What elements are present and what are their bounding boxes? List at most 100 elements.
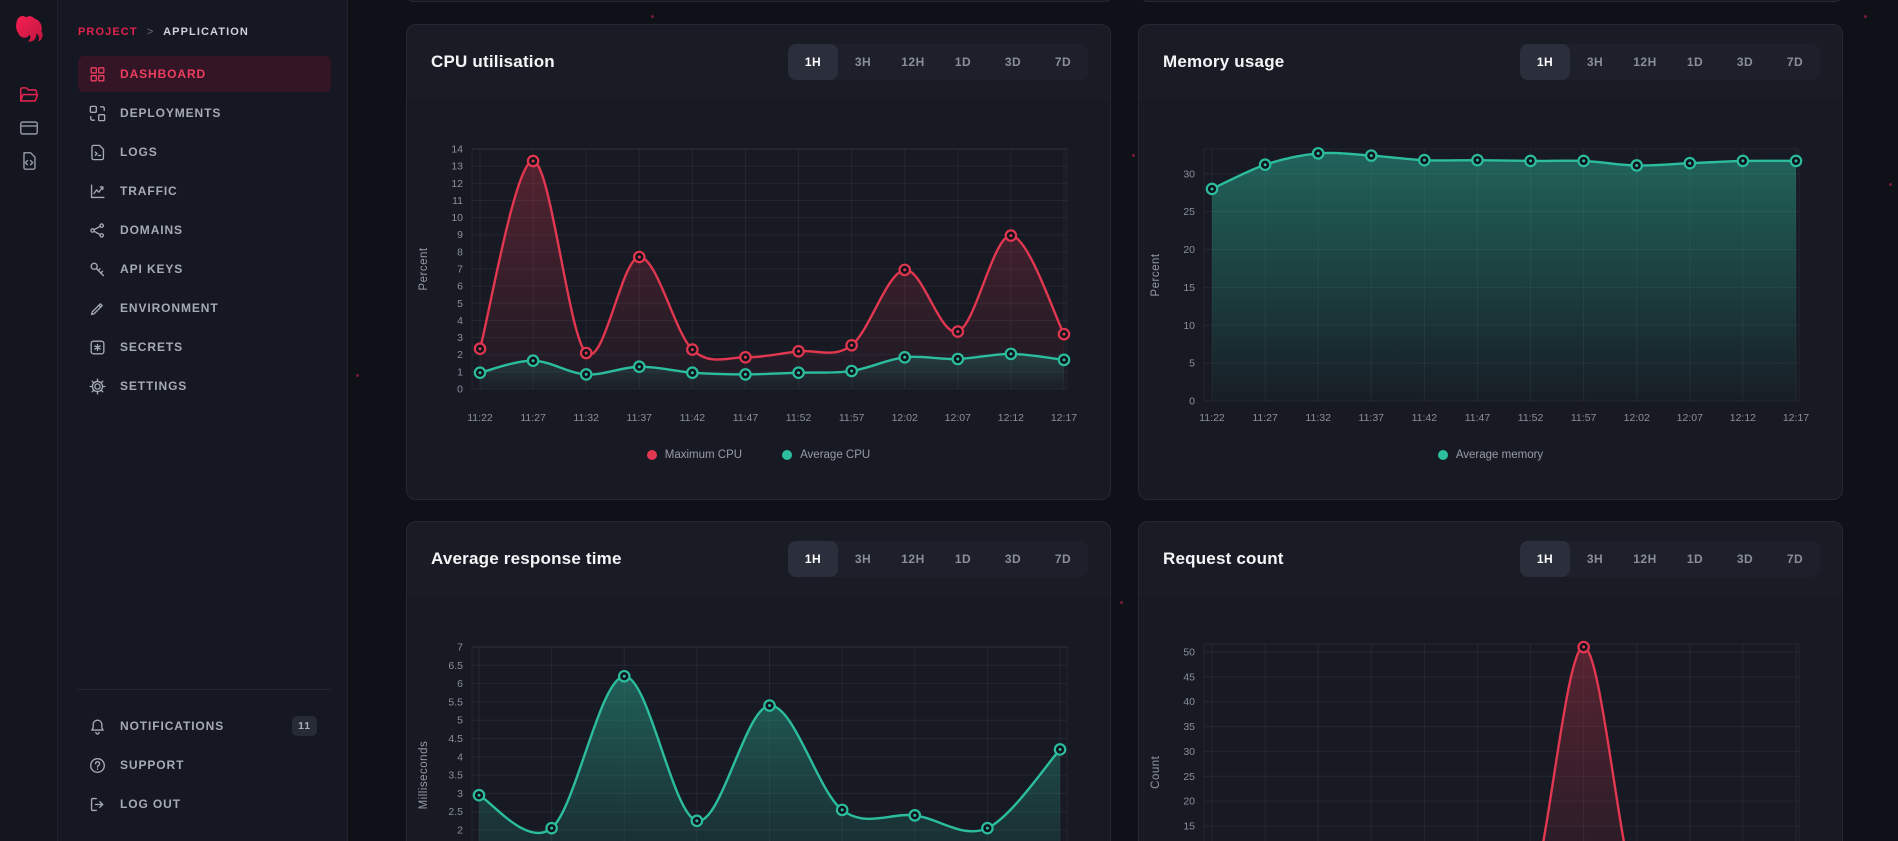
file-code-icon[interactable] (18, 150, 40, 172)
sidebar-item-log-out[interactable]: LOG OUT (78, 786, 331, 822)
range-button-1h[interactable]: 1H (1520, 44, 1570, 80)
legend-item-average-memory[interactable]: Average memory (1437, 449, 1543, 461)
svg-text:11:22: 11:22 (467, 412, 493, 424)
nest-logo[interactable] (11, 13, 47, 49)
legend-dot (1437, 450, 1448, 460)
notifications-count-badge: 11 (292, 715, 317, 737)
breadcrumb-project[interactable]: PROJECT (78, 26, 138, 38)
svg-text:12: 12 (451, 178, 463, 190)
sidebar-item-api-keys[interactable]: API KEYS (78, 251, 331, 287)
sidebar-item-deployments[interactable]: DEPLOYMENTS (78, 95, 331, 131)
legend-label: Maximum CPU (664, 449, 743, 461)
sidebar-item-logs[interactable]: LOGS (78, 134, 331, 170)
logout-icon (88, 795, 107, 814)
range-button-1h[interactable]: 1H (1520, 541, 1570, 577)
svg-text:2: 2 (457, 349, 463, 361)
sidebar-item-label: API KEYS (120, 262, 184, 276)
range-button-3h[interactable]: 3H (1586, 55, 1604, 69)
time-range-group: 1H 3H 12H 1D 3D 7D (1520, 541, 1820, 577)
range-button-1h[interactable]: 1H (788, 541, 838, 577)
range-button-1d[interactable]: 1D (954, 552, 972, 566)
card-memory-usage: Memory usage 1H 3H 12H 1D 3D 7D 0 5 10 15 20 25 30 1… (1138, 24, 1843, 500)
svg-text:15: 15 (1183, 282, 1195, 294)
credit-card-icon[interactable] (18, 117, 40, 139)
legend-item-maximum-cpu[interactable]: Maximum CPU (646, 449, 743, 461)
decorative-speck (1889, 183, 1892, 186)
range-button-7d[interactable]: 7D (1786, 552, 1804, 566)
svg-text:Percent: Percent (418, 247, 430, 290)
sidebar-item-notifications[interactable]: NOTIFICATIONS 11 (78, 708, 331, 744)
range-button-3d[interactable]: 3D (1004, 55, 1022, 69)
sidebar-item-label: SUPPORT (120, 758, 185, 772)
range-button-1d[interactable]: 1D (1686, 552, 1704, 566)
decorative-speck (1864, 15, 1867, 18)
range-button-3d[interactable]: 3D (1736, 552, 1754, 566)
logs-icon (88, 143, 107, 162)
range-button-7d[interactable]: 7D (1786, 55, 1804, 69)
svg-text:12:17: 12:17 (1051, 412, 1077, 424)
sidebar-item-label: ENVIRONMENT (120, 301, 219, 315)
rail-icon-list (18, 73, 40, 183)
svg-text:12:17: 12:17 (1783, 412, 1809, 424)
range-button-7d[interactable]: 7D (1054, 55, 1072, 69)
cpu-chart: 0 1 2 3 4 5 6 7 8 9 10 11 12 13 14 11:22 11:27 11:32 11:37… (407, 99, 1110, 445)
card-header: Memory usage 1H 3H 12H 1D 3D 7D (1139, 25, 1842, 99)
sidebar-item-label: SECRETS (120, 340, 183, 354)
sidebar-item-support[interactable]: SUPPORT (78, 747, 331, 783)
svg-text:11: 11 (452, 195, 463, 207)
svg-text:5: 5 (457, 298, 463, 310)
svg-text:3: 3 (457, 332, 463, 344)
card-title: CPU utilisation (431, 52, 555, 71)
legend-item-average-cpu[interactable]: Average CPU (782, 449, 870, 461)
range-button-12h[interactable]: 12H (1633, 55, 1657, 69)
decorative-speck (1132, 154, 1135, 157)
range-button-1d[interactable]: 1D (1686, 55, 1704, 69)
sidebar-item-secrets[interactable]: SECRETS (78, 329, 331, 365)
range-button-1h[interactable]: 1H (788, 44, 838, 80)
range-button-3h[interactable]: 3H (854, 55, 872, 69)
svg-text:11:32: 11:32 (1305, 412, 1331, 424)
sidebar-footer: NOTIFICATIONS 11 SUPPORT LOG OUT (78, 689, 331, 841)
range-button-3h[interactable]: 3H (1586, 552, 1604, 566)
svg-text:11:27: 11:27 (520, 412, 546, 424)
legend-dot (782, 450, 793, 460)
icon-rail (0, 0, 58, 841)
svg-text:20: 20 (1183, 244, 1195, 256)
folder-open-icon[interactable] (18, 84, 40, 106)
sidebar-item-traffic[interactable]: TRAFFIC (78, 173, 331, 209)
range-button-3d[interactable]: 3D (1004, 552, 1022, 566)
range-button-3d[interactable]: 3D (1736, 55, 1754, 69)
sidebar-item-label: DEPLOYMENTS (120, 106, 222, 120)
range-button-12h[interactable]: 12H (901, 552, 925, 566)
svg-text:9: 9 (457, 229, 463, 241)
svg-text:10: 10 (1183, 320, 1195, 332)
svg-text:25: 25 (1183, 771, 1195, 783)
sidebar-item-dashboard[interactable]: DASHBOARD (78, 56, 331, 92)
svg-text:6.5: 6.5 (448, 660, 463, 672)
svg-text:15: 15 (1183, 820, 1195, 832)
card-header: CPU utilisation 1H 3H 12H 1D 3D 7D (407, 25, 1110, 99)
sidebar-item-domains[interactable]: DOMAINS (78, 212, 331, 248)
svg-text:11:57: 11:57 (839, 412, 865, 424)
breadcrumb-application[interactable]: APPLICATION (163, 26, 249, 38)
svg-text:2: 2 (457, 825, 463, 837)
range-button-3h[interactable]: 3H (854, 552, 872, 566)
sidebar-item-label: LOGS (120, 145, 158, 159)
memory-chart-legend: Average memory (1139, 449, 1842, 461)
cpu-chart-legend: Maximum CPU Average CPU (407, 449, 1110, 461)
range-button-12h[interactable]: 12H (1633, 552, 1657, 566)
sidebar-item-environment[interactable]: ENVIRONMENT (78, 290, 331, 326)
svg-text:11:37: 11:37 (627, 412, 653, 424)
svg-text:3: 3 (457, 788, 463, 800)
svg-text:0: 0 (1189, 396, 1195, 408)
range-button-7d[interactable]: 7D (1054, 552, 1072, 566)
svg-text:3.5: 3.5 (448, 770, 463, 782)
svg-text:6: 6 (457, 281, 463, 293)
sidebar-item-settings[interactable]: SETTINGS (78, 368, 331, 404)
memory-chart-svg: 0 5 10 15 20 25 30 11:22 11:27 11:32 11:37 11:42 11:… (1150, 147, 1809, 424)
range-button-1d[interactable]: 1D (954, 55, 972, 69)
sidebar-item-label: DOMAINS (120, 223, 183, 237)
range-button-12h[interactable]: 12H (901, 55, 925, 69)
